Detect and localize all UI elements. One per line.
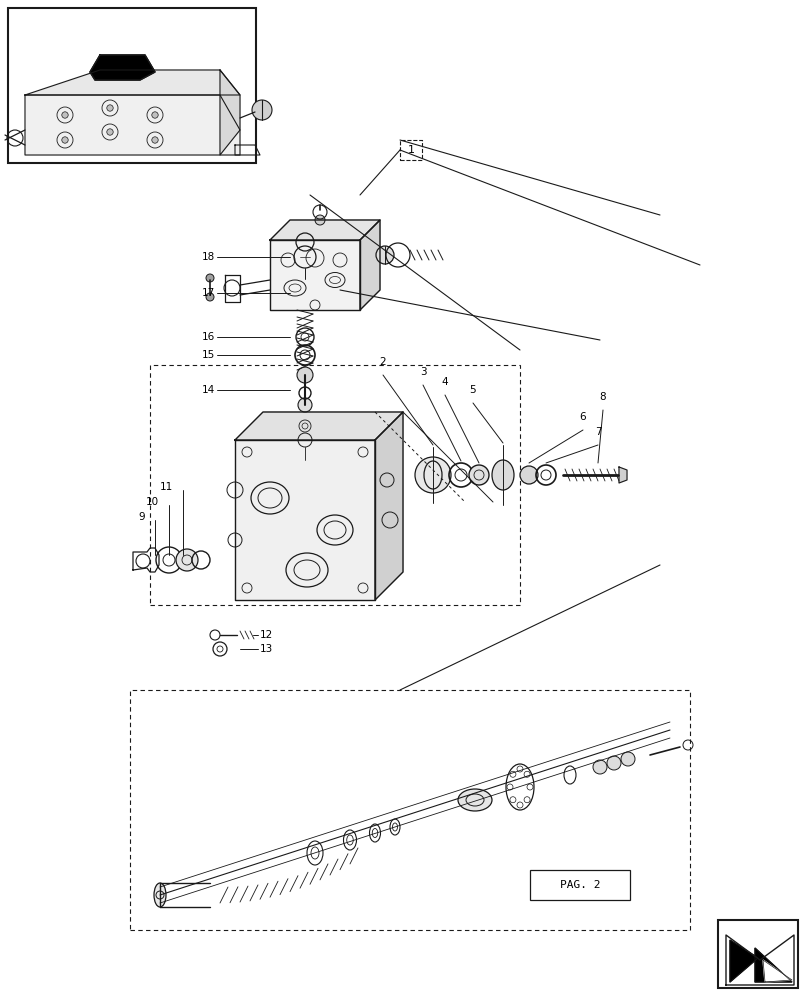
Circle shape bbox=[152, 112, 158, 118]
Text: 9: 9 bbox=[138, 512, 145, 522]
Bar bbox=[717, 920, 797, 988]
Bar bbox=[150, 365, 519, 605]
Text: 2: 2 bbox=[380, 357, 386, 367]
Circle shape bbox=[519, 466, 538, 484]
Polygon shape bbox=[270, 240, 359, 310]
Text: 18: 18 bbox=[201, 252, 215, 262]
Text: 7: 7 bbox=[594, 427, 601, 437]
Circle shape bbox=[297, 367, 312, 383]
Circle shape bbox=[607, 756, 620, 770]
Text: 13: 13 bbox=[260, 644, 273, 654]
Text: 3: 3 bbox=[419, 367, 426, 377]
Bar bbox=[8, 8, 255, 163]
Circle shape bbox=[620, 752, 634, 766]
Bar bbox=[530, 870, 629, 900]
Text: 10: 10 bbox=[146, 497, 159, 507]
Circle shape bbox=[414, 457, 450, 493]
Text: 17: 17 bbox=[201, 288, 215, 298]
Circle shape bbox=[107, 129, 113, 135]
Bar bbox=[130, 690, 689, 930]
Polygon shape bbox=[762, 960, 791, 982]
Text: 12: 12 bbox=[260, 630, 273, 640]
Polygon shape bbox=[618, 467, 626, 483]
Text: 8: 8 bbox=[599, 392, 606, 402]
Circle shape bbox=[206, 293, 214, 301]
Circle shape bbox=[375, 246, 393, 264]
Text: 11: 11 bbox=[160, 482, 173, 492]
Polygon shape bbox=[234, 412, 402, 440]
Ellipse shape bbox=[423, 461, 441, 489]
Polygon shape bbox=[90, 55, 155, 80]
Ellipse shape bbox=[154, 883, 165, 907]
Text: 5: 5 bbox=[469, 385, 476, 395]
Polygon shape bbox=[359, 220, 380, 310]
Polygon shape bbox=[25, 95, 240, 155]
Text: 4: 4 bbox=[441, 377, 448, 387]
Circle shape bbox=[315, 215, 324, 225]
Text: 16: 16 bbox=[201, 332, 215, 342]
Polygon shape bbox=[234, 440, 375, 600]
Circle shape bbox=[176, 549, 198, 571]
Polygon shape bbox=[220, 70, 240, 155]
Circle shape bbox=[62, 112, 68, 118]
Polygon shape bbox=[25, 70, 240, 95]
Circle shape bbox=[592, 760, 607, 774]
Polygon shape bbox=[270, 220, 380, 240]
Circle shape bbox=[251, 100, 272, 120]
Circle shape bbox=[206, 274, 214, 282]
Text: PAG. 2: PAG. 2 bbox=[559, 880, 599, 890]
Text: 15: 15 bbox=[201, 350, 215, 360]
Text: 6: 6 bbox=[579, 412, 586, 422]
Circle shape bbox=[298, 398, 311, 412]
Circle shape bbox=[469, 465, 488, 485]
Text: 1: 1 bbox=[407, 145, 414, 155]
Polygon shape bbox=[725, 935, 793, 985]
Circle shape bbox=[152, 137, 158, 143]
Polygon shape bbox=[375, 412, 402, 600]
Circle shape bbox=[62, 137, 68, 143]
Circle shape bbox=[107, 105, 113, 111]
Bar bbox=[400, 140, 422, 160]
Ellipse shape bbox=[491, 460, 513, 490]
Polygon shape bbox=[729, 940, 757, 982]
Ellipse shape bbox=[457, 789, 491, 811]
Text: 14: 14 bbox=[201, 385, 215, 395]
Polygon shape bbox=[754, 948, 791, 982]
